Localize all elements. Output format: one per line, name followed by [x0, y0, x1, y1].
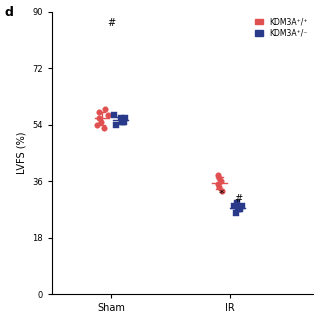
Point: [113, 122, 118, 127]
Point: [234, 201, 239, 206]
Point: [96, 110, 101, 115]
Text: #: #: [234, 194, 242, 204]
Point: [111, 113, 116, 118]
Point: [118, 116, 123, 121]
Point: [217, 175, 222, 180]
Point: [217, 185, 222, 190]
Legend: KDM3A⁺/⁺, KDM3A⁺/⁻: KDM3A⁺/⁺, KDM3A⁺/⁻: [254, 16, 309, 39]
Text: *: *: [219, 189, 224, 199]
Point: [235, 207, 240, 212]
Point: [103, 107, 108, 112]
Point: [106, 113, 111, 118]
Point: [101, 125, 107, 131]
Point: [215, 182, 220, 187]
Point: [231, 204, 236, 209]
Point: [233, 210, 238, 215]
Point: [237, 207, 242, 212]
Point: [239, 204, 244, 209]
Point: [96, 116, 101, 121]
Point: [121, 119, 126, 124]
Point: [121, 119, 126, 124]
Point: [119, 119, 124, 124]
Point: [218, 179, 223, 184]
Text: #: #: [107, 18, 115, 28]
Point: [219, 188, 224, 193]
Text: d: d: [4, 6, 13, 19]
Point: [122, 116, 127, 121]
Point: [215, 172, 220, 178]
Point: [99, 119, 104, 124]
Y-axis label: LVFS (%): LVFS (%): [16, 132, 26, 174]
Point: [95, 122, 100, 127]
